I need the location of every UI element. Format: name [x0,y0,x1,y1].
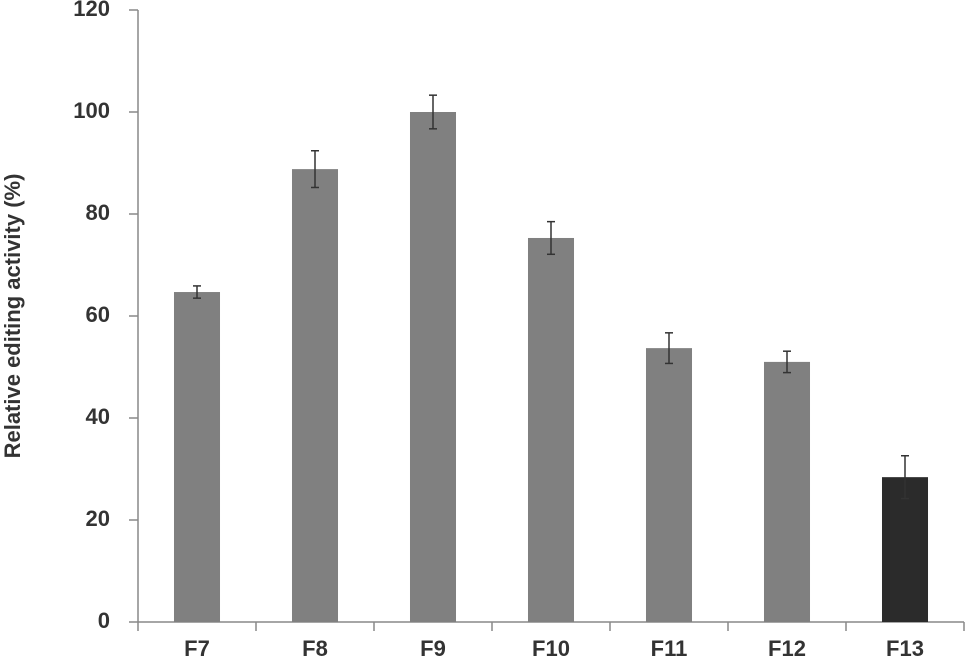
x-tick-label: F8 [302,636,328,661]
y-tick-label: 120 [73,0,110,21]
bar [763,361,811,622]
y-tick-label: 60 [86,302,110,327]
y-tick-label: 100 [73,98,110,123]
x-tick-label: F11 [651,636,688,661]
x-tick-label: F7 [184,636,210,661]
error-bar [429,94,437,130]
y-tick-label: 0 [98,608,110,633]
error-bar [665,332,673,365]
error-bar [901,454,909,500]
x-tick-label: F10 [532,636,570,661]
y-axis-label: Relative editing activity (%) [0,174,25,459]
x-tick-label: F12 [768,636,806,661]
x-tick-label: F13 [886,636,924,661]
bar [173,292,221,622]
bar [645,348,693,622]
bar [881,477,929,622]
error-bar [783,350,791,374]
error-bar [547,220,555,256]
bar [527,237,575,622]
bar [291,169,339,622]
bar [409,112,457,622]
y-tick-label: 40 [86,404,110,429]
y-tick-label: 20 [86,506,110,531]
error-bar [193,285,201,299]
x-tick-label: F9 [420,636,446,661]
error-bar [311,150,319,189]
y-tick-label: 80 [86,200,110,225]
